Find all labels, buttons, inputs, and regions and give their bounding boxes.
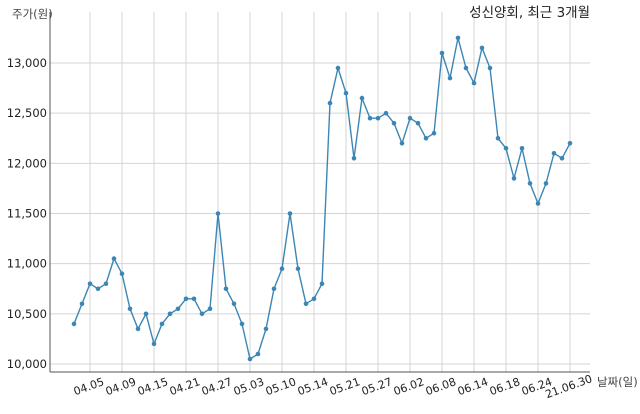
data-point — [447, 75, 453, 81]
data-point — [487, 65, 493, 71]
chart-title: 성신양회, 최근 3개월 — [469, 5, 590, 21]
data-point — [167, 311, 173, 317]
x-tick-label: 06.02 — [392, 375, 426, 398]
x-tick-label: 04.09 — [104, 375, 138, 398]
x-tick-label: 05.03 — [232, 375, 266, 398]
data-point — [495, 136, 501, 141]
data-point — [407, 115, 413, 121]
data-point — [295, 266, 301, 272]
data-point — [175, 306, 181, 312]
y-axis-tick-labels: 10,000 10,500 11,000 11,500 12,000 12,500 13,0… — [7, 56, 47, 371]
grid-lines — [50, 12, 590, 372]
data-point — [159, 321, 165, 327]
y-tick-label: 12,500 — [7, 106, 47, 120]
data-point — [343, 90, 349, 96]
data-point — [455, 35, 461, 41]
data-point — [231, 301, 237, 307]
data-point — [151, 341, 157, 347]
data-point — [263, 326, 269, 332]
x-tick-label: 04.15 — [136, 375, 170, 398]
data-point — [415, 120, 421, 126]
data-point — [511, 176, 517, 181]
y-axis-label: 주가(원) — [12, 7, 53, 21]
data-point — [359, 95, 365, 101]
data-point — [463, 65, 469, 71]
data-point — [119, 271, 125, 277]
data-point — [127, 306, 133, 312]
data-point — [191, 296, 197, 302]
data-point — [311, 296, 317, 302]
data-point — [567, 141, 573, 146]
x-tick-label: 04.27 — [200, 375, 234, 398]
data-point — [279, 266, 285, 272]
y-tick-label: 10,500 — [7, 307, 47, 321]
data-point — [383, 110, 389, 116]
y-tick-label: 12,000 — [7, 156, 47, 170]
data-point — [559, 156, 565, 161]
data-point — [431, 130, 437, 136]
x-tick-label: 06.14 — [456, 375, 490, 398]
x-tick-label: 06.08 — [424, 375, 458, 398]
x-tick-label: 05.14 — [296, 375, 330, 398]
axes — [49, 12, 590, 373]
x-tick-label: 05.21 — [328, 375, 362, 398]
data-point — [351, 156, 357, 161]
data-point — [327, 100, 333, 106]
x-tick-label: 06.18 — [488, 375, 522, 398]
data-point — [543, 181, 549, 186]
data-point — [527, 181, 533, 186]
price-series-line — [73, 37, 571, 361]
price-data-points — [71, 35, 573, 362]
x-tick-label: 21.06.30 — [544, 372, 594, 401]
data-point — [471, 80, 477, 86]
data-point — [319, 281, 325, 287]
data-point — [423, 136, 429, 141]
data-point — [239, 321, 245, 327]
data-point — [111, 256, 117, 261]
data-point — [479, 45, 485, 51]
data-point — [143, 311, 149, 317]
x-tick-label: 04.05 — [72, 375, 106, 398]
x-axis-tick-labels: 04.0504.0904.1504.2104.2705.0305.1005.14… — [72, 372, 594, 401]
data-point — [439, 50, 445, 56]
data-point — [103, 281, 109, 287]
y-tick-label: 10,000 — [7, 357, 47, 371]
data-point — [95, 286, 101, 292]
data-point — [287, 211, 293, 216]
data-point — [199, 311, 205, 317]
data-point — [375, 115, 381, 121]
data-point — [79, 301, 85, 307]
data-point — [215, 211, 221, 216]
data-point — [71, 321, 77, 327]
data-point — [135, 326, 141, 332]
x-axis-label: 날짜(일) — [597, 375, 638, 389]
y-tick-label: 11,500 — [7, 207, 47, 221]
data-point — [335, 65, 341, 71]
y-tick-label: 11,000 — [7, 257, 47, 271]
data-point — [247, 356, 253, 362]
data-point — [367, 115, 373, 121]
data-point — [551, 151, 557, 156]
data-point — [303, 301, 309, 307]
data-point — [183, 296, 189, 302]
x-tick-label: 05.10 — [264, 375, 298, 398]
data-point — [207, 306, 213, 312]
data-point — [223, 286, 229, 292]
data-point — [271, 286, 277, 292]
x-tick-label: 04.21 — [168, 375, 202, 398]
data-point — [255, 351, 261, 357]
data-point — [535, 201, 541, 206]
x-tick-label: 05.27 — [360, 375, 394, 398]
data-point — [399, 141, 405, 146]
data-point — [391, 120, 397, 126]
data-point — [503, 146, 509, 151]
data-point — [87, 281, 93, 287]
data-point — [519, 146, 525, 151]
y-tick-label: 13,000 — [7, 56, 47, 70]
